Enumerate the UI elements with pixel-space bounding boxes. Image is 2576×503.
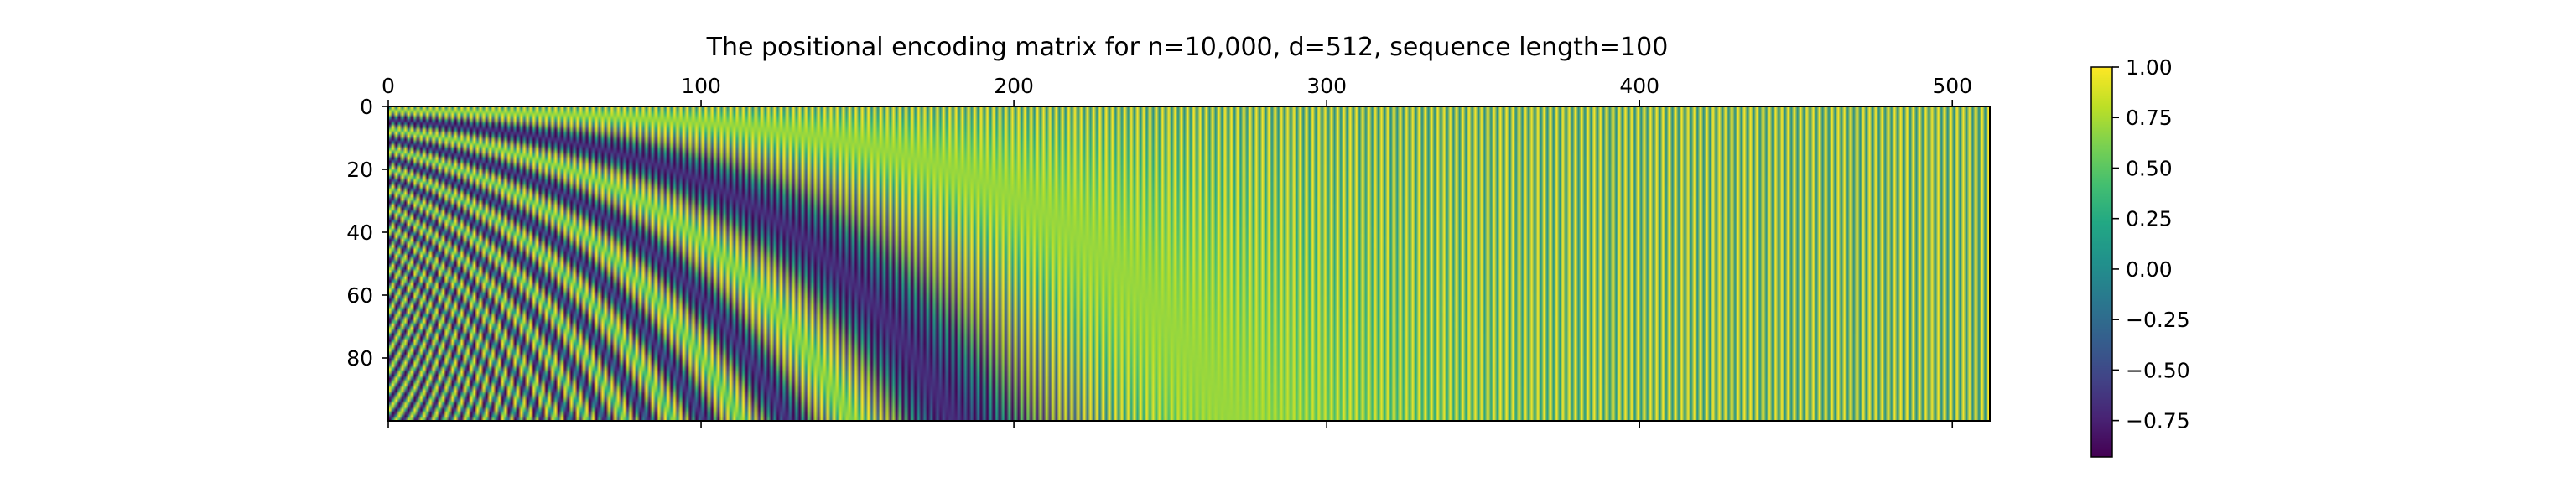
x-tick-label: 400 — [1619, 74, 1659, 98]
x-tick-label: 0 — [382, 74, 395, 98]
plot-frame — [387, 106, 1991, 422]
colorbar-tick-label: 0.25 — [2126, 207, 2173, 231]
x-axis: 0 100 200 300 400 500 — [382, 74, 1972, 428]
y-tick-label: 80 — [346, 346, 373, 371]
colorbar-gradient — [2091, 67, 2112, 457]
colorbar-frame — [2090, 66, 2113, 458]
colorbar-tick-label: 0.00 — [2126, 257, 2173, 282]
x-tick-label: 200 — [994, 74, 1034, 98]
y-tick-label: 40 — [346, 220, 373, 245]
colorbar-tick-label: 0.75 — [2126, 106, 2173, 130]
colorbar-tick-label: −0.75 — [2126, 409, 2190, 433]
y-axis: 0 20 40 60 80 — [346, 95, 388, 371]
heatmap-image — [388, 106, 1990, 421]
y-tick-label: 60 — [346, 283, 373, 308]
colorbar-tick-label: −0.50 — [2126, 358, 2190, 382]
colorbar-ticks: 1.00 0.75 0.50 0.25 0.00 −0.25 −0.50 −0.75 — [2112, 55, 2190, 433]
x-tick-label: 100 — [681, 74, 721, 98]
colorbar-tick-label: 0.50 — [2126, 156, 2173, 180]
x-tick-label: 500 — [1932, 74, 1972, 98]
chart-title: The positional encoding matrix for n=10,… — [706, 33, 1669, 62]
colorbar-tick-label: −0.25 — [2126, 308, 2190, 332]
y-tick-label: 20 — [346, 158, 373, 182]
plot-area — [387, 106, 1991, 422]
x-tick-label: 300 — [1306, 74, 1347, 98]
colorbar-tick-label: 1.00 — [2126, 55, 2173, 80]
colorbar: 1.00 0.75 0.50 0.25 0.00 −0.25 −0.50 −0.75 — [2090, 55, 2190, 458]
y-tick-label: 0 — [360, 95, 373, 119]
